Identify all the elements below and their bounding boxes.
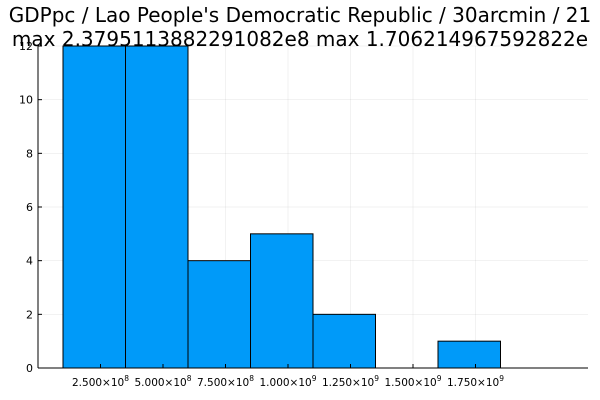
- histogram-bar: [125, 45, 189, 369]
- histogram-bar: [62, 45, 126, 369]
- x-axis-ticks: 2.500×108 5.000×108 7.500×108 1.000×109 1.25…: [72, 364, 504, 389]
- histogram-bars: [62, 45, 501, 369]
- y-axis-ticks: 0 2 4 6 8 10 12: [19, 40, 42, 375]
- y-tick-label: 4: [26, 255, 33, 268]
- x-tick-label: 7.500×108: [197, 374, 254, 389]
- x-tick-label: 1.500×109: [385, 374, 442, 389]
- histogram-bar: [187, 260, 251, 369]
- histogram-bar: [437, 340, 501, 369]
- y-tick-label: 0: [26, 362, 33, 375]
- y-tick-label: 6: [26, 201, 33, 214]
- y-tick-label: 8: [26, 147, 33, 160]
- histogram-bar: [250, 233, 314, 369]
- y-tick-label: 2: [26, 308, 33, 321]
- chart-title-line-1: GDPpc / Lao People's Democratic Republic…: [9, 3, 592, 27]
- x-tick-label: 1.250×109: [322, 374, 379, 389]
- x-tick-label: 1.750×109: [447, 374, 504, 389]
- y-tick-label: 10: [19, 94, 33, 107]
- histogram-bar: [312, 313, 376, 369]
- x-tick-label: 2.500×108: [72, 374, 129, 389]
- chart-title-line-2: max 2.3795113882291082e8 max 1.706214967…: [12, 27, 588, 51]
- x-tick-label: 1.000×109: [260, 374, 317, 389]
- x-tick-label: 5.000×108: [135, 374, 192, 389]
- y-tick-label: 12: [19, 40, 33, 53]
